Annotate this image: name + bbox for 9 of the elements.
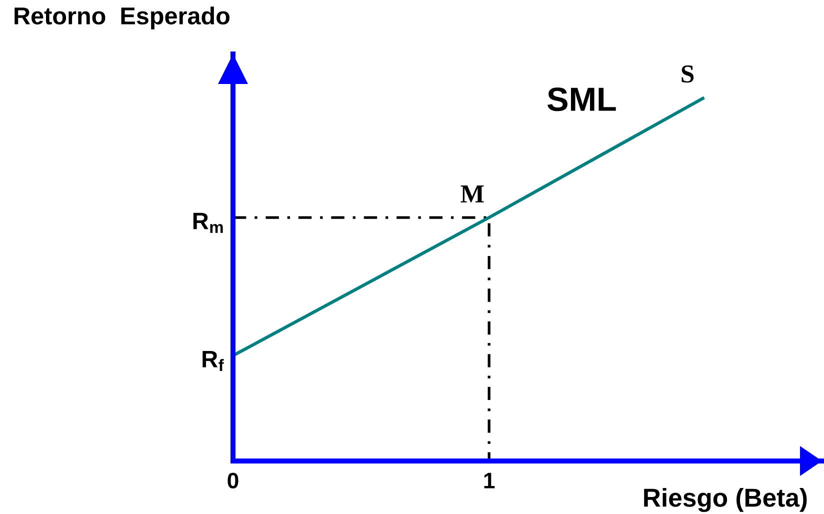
y-axis-title: Retorno Esperado — [14, 6, 230, 30]
annotation: R$_{m}$ — [193, 212, 223, 233]
x-axis-title: Riesgo (Beta) — [644, 488, 807, 512]
annotation: R$_{f}$ — [202, 350, 224, 371]
series-label: SML — [547, 88, 616, 112]
annotation: S — [682, 65, 694, 83]
annotation: M — [460, 186, 484, 202]
x-tick-label: 0 — [228, 472, 238, 488]
x-tick-label: 1 — [484, 472, 495, 488]
